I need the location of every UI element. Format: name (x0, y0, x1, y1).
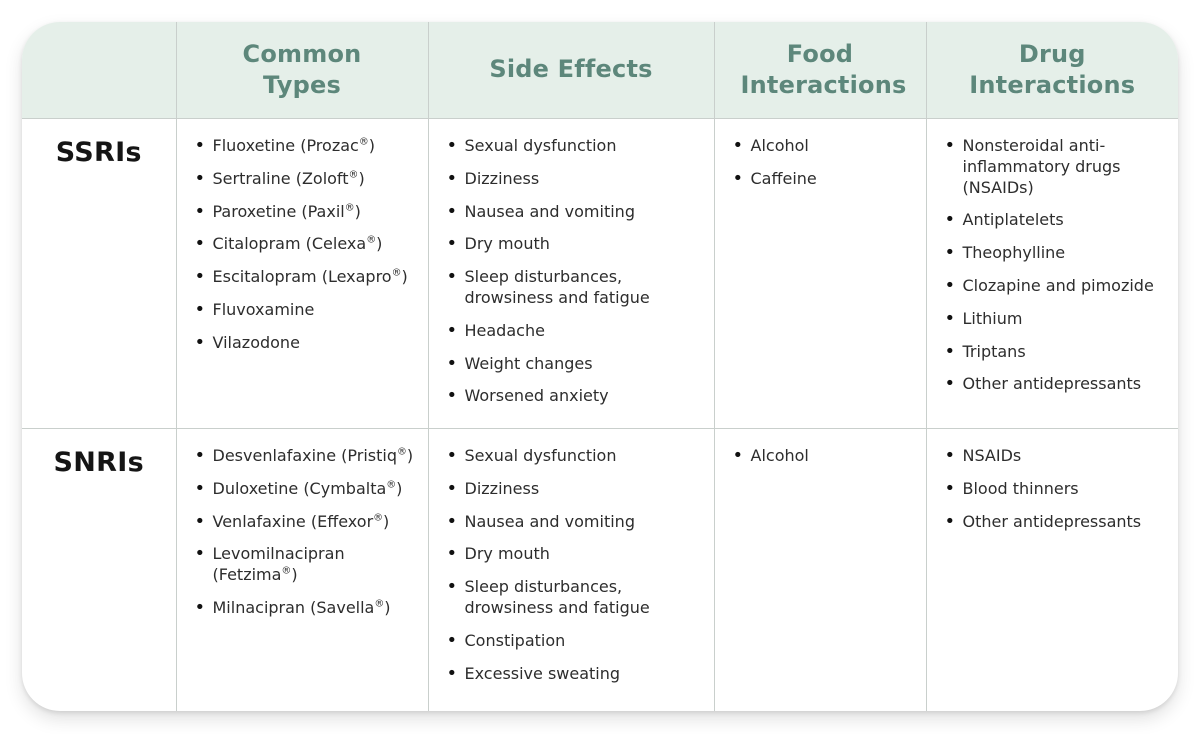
bullet-list: Sexual dysfunction Dizziness Nausea and vo… (443, 134, 708, 408)
header-cell-side-effects: Side Effects (427, 22, 715, 119)
cell-drug-interactions: NSAIDs Blood thinners Other antidepressant… (925, 428, 1178, 711)
list-item: Weight changes (443, 352, 708, 375)
list-item: Citalopram (Celexa®) (191, 232, 422, 255)
list-item: Venlafaxine (Effexor®) (191, 510, 422, 533)
cell-common-types: Fluoxetine (Prozac®) Sertraline (Zoloft®)… (175, 118, 429, 429)
cell-side-effects: Sexual dysfunction Dizziness Nausea and vo… (427, 118, 715, 429)
list-item: Alcohol (729, 134, 920, 157)
header-cell-food-interactions: Food Interactions (713, 22, 927, 119)
cell-drug-interactions: Nonsteroidal anti-inflammatory drugs (NS… (925, 118, 1178, 429)
table-body: SSRIs Fluoxetine (Prozac®) Sertraline (Zol… (22, 118, 1178, 711)
bullet-list: Desvenlafaxine (Pristiq®) Duloxetine (Cym… (191, 444, 422, 619)
list-item: Other antidepressants (941, 510, 1173, 533)
list-item: Sleep disturbances, drowsiness and fatig… (443, 575, 708, 619)
list-item: Headache (443, 319, 708, 342)
list-item: Excessive sweating (443, 662, 708, 685)
row-label: SNRIs (22, 428, 177, 711)
list-item: Vilazodone (191, 331, 422, 354)
list-item: Fluvoxamine (191, 298, 422, 321)
list-item: Theophylline (941, 241, 1173, 264)
list-item: Sexual dysfunction (443, 134, 708, 157)
list-item: Sleep disturbances, drowsiness and fatig… (443, 265, 708, 309)
cell-side-effects: Sexual dysfunction Dizziness Nausea and vo… (427, 428, 715, 711)
list-item: Dizziness (443, 477, 708, 500)
list-item: Levomilnacipran (Fetzima®) (191, 542, 422, 586)
bullet-list: Alcohol (729, 444, 920, 467)
comparison-card: Common Types Side Effects Food Interacti… (22, 22, 1178, 711)
bullet-list: NSAIDs Blood thinners Other antidepressant… (941, 444, 1173, 533)
table-row: SNRIs Desvenlafaxine (Pristiq®) Duloxetine… (22, 428, 1178, 711)
list-item: Milnacipran (Savella®) (191, 596, 422, 619)
list-item: Fluoxetine (Prozac®) (191, 134, 422, 157)
header-cell-drug-interactions: Drug Interactions (925, 22, 1178, 119)
cell-food-interactions: Alcohol Caffeine (713, 118, 927, 429)
list-item: Lithium (941, 307, 1173, 330)
row-label: SSRIs (22, 118, 177, 429)
cell-food-interactions: Alcohol (713, 428, 927, 711)
list-item: Other antidepressants (941, 372, 1173, 395)
list-item: Worsened anxiety (443, 384, 708, 407)
list-item: Dry mouth (443, 542, 708, 565)
bullet-list: Sexual dysfunction Dizziness Nausea and vo… (443, 444, 708, 685)
list-item: Caffeine (729, 167, 920, 190)
cell-common-types: Desvenlafaxine (Pristiq®) Duloxetine (Cym… (175, 428, 429, 711)
header-cell-empty (22, 22, 177, 119)
bullet-list: Fluoxetine (Prozac®) Sertraline (Zoloft®)… (191, 134, 422, 354)
comparison-table: Common Types Side Effects Food Interacti… (22, 22, 1178, 711)
table-header: Common Types Side Effects Food Interacti… (22, 22, 1178, 119)
list-item: Escitalopram (Lexapro®) (191, 265, 422, 288)
list-item: Sertraline (Zoloft®) (191, 167, 422, 190)
list-item: Clozapine and pimozide (941, 274, 1173, 297)
list-item: Sexual dysfunction (443, 444, 708, 467)
header-row: Common Types Side Effects Food Interacti… (22, 22, 1178, 119)
table-row: SSRIs Fluoxetine (Prozac®) Sertraline (Zol… (22, 118, 1178, 429)
list-item: Duloxetine (Cymbalta®) (191, 477, 422, 500)
list-item: Blood thinners (941, 477, 1173, 500)
list-item: Desvenlafaxine (Pristiq®) (191, 444, 422, 467)
list-item: Dizziness (443, 167, 708, 190)
list-item: Dry mouth (443, 232, 708, 255)
list-item: Nausea and vomiting (443, 510, 708, 533)
list-item: Antiplatelets (941, 208, 1173, 231)
list-item: Paroxetine (Paxil®) (191, 200, 422, 223)
header-cell-common-types: Common Types (175, 22, 429, 119)
list-item: Triptans (941, 340, 1173, 363)
list-item: Constipation (443, 629, 708, 652)
list-item: Nausea and vomiting (443, 200, 708, 223)
list-item: Alcohol (729, 444, 920, 467)
bullet-list: Alcohol Caffeine (729, 134, 920, 190)
bullet-list: Nonsteroidal anti-inflammatory drugs (NS… (941, 134, 1173, 396)
list-item: NSAIDs (941, 444, 1173, 467)
list-item: Nonsteroidal anti-inflammatory drugs (NS… (941, 134, 1173, 198)
